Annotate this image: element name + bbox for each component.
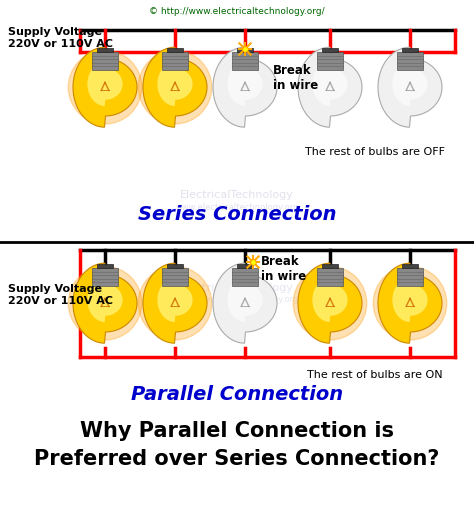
Polygon shape [73, 263, 137, 343]
Polygon shape [378, 263, 442, 343]
Bar [232, 52, 258, 69]
Bar [397, 52, 423, 69]
Polygon shape [143, 47, 207, 127]
Polygon shape [298, 263, 362, 343]
Polygon shape [87, 62, 123, 106]
Polygon shape [157, 278, 192, 322]
Bar [167, 264, 183, 268]
Polygon shape [157, 62, 192, 106]
Bar [317, 268, 344, 286]
Text: The rest of bulbs are OFF: The rest of bulbs are OFF [305, 147, 445, 157]
Polygon shape [228, 278, 263, 322]
Circle shape [68, 51, 142, 124]
Text: Why Parallel Connection is
Preferred over Series Connection?: Why Parallel Connection is Preferred ove… [34, 421, 440, 469]
Text: Break
in wire: Break in wire [261, 255, 306, 283]
Bar [237, 48, 253, 52]
Polygon shape [73, 47, 137, 127]
Bar [237, 264, 253, 268]
Bar [402, 48, 418, 52]
Polygon shape [87, 278, 123, 322]
Text: The rest of bulbs are ON: The rest of bulbs are ON [307, 370, 443, 380]
Bar [322, 48, 338, 52]
Bar [97, 48, 113, 52]
Text: www.electricaltechnology.org: www.electricaltechnology.org [175, 295, 299, 304]
Polygon shape [312, 278, 347, 322]
Polygon shape [213, 47, 277, 127]
Text: © http://www.electricaltechnology.org/: © http://www.electricaltechnology.org/ [149, 7, 325, 17]
Bar [91, 52, 118, 69]
Bar [162, 52, 189, 69]
Circle shape [373, 266, 447, 340]
Polygon shape [213, 263, 277, 343]
Bar [162, 268, 189, 286]
Polygon shape [378, 47, 442, 127]
Bar [397, 268, 423, 286]
Text: Supply Voltage
220V or 110V AC: Supply Voltage 220V or 110V AC [8, 284, 113, 306]
Text: ElectricalTechnology: ElectricalTechnology [180, 190, 294, 200]
Bar [322, 264, 338, 268]
Circle shape [138, 266, 212, 340]
Bar [167, 48, 183, 52]
Circle shape [293, 266, 367, 340]
Text: Parallel Connection: Parallel Connection [131, 386, 343, 405]
Bar [317, 52, 344, 69]
Bar [97, 264, 113, 268]
Text: ElectricalTechnology: ElectricalTechnology [180, 283, 294, 293]
Circle shape [138, 51, 212, 124]
Text: Series Connection: Series Connection [138, 206, 336, 224]
Polygon shape [392, 62, 428, 106]
Circle shape [68, 266, 142, 340]
Polygon shape [392, 278, 428, 322]
Polygon shape [312, 62, 347, 106]
Bar [91, 268, 118, 286]
Bar [232, 268, 258, 286]
Polygon shape [228, 62, 263, 106]
Text: www.electricaltechnology.org: www.electricaltechnology.org [175, 204, 299, 212]
Polygon shape [298, 47, 362, 127]
Text: Supply Voltage
220V or 110V AC: Supply Voltage 220V or 110V AC [8, 27, 113, 49]
Text: Break
in wire: Break in wire [273, 64, 318, 92]
Polygon shape [143, 263, 207, 343]
Bar [402, 264, 418, 268]
